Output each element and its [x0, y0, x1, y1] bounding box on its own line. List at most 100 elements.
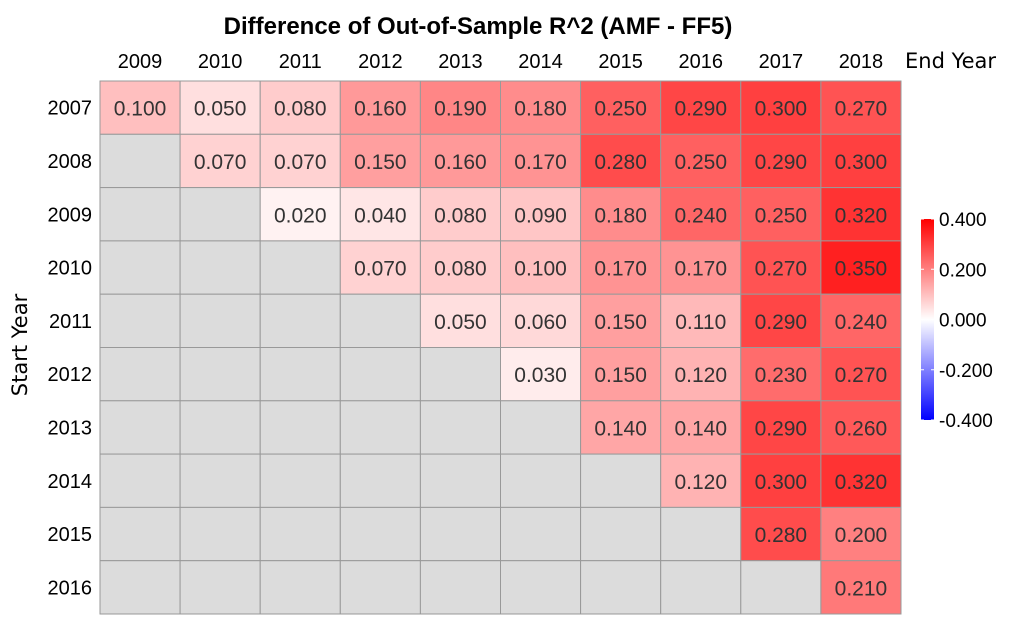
heatmap-cell	[500, 400, 582, 455]
x-axis-label: End Year	[905, 49, 996, 73]
heatmap-cell	[740, 453, 822, 508]
heatmap-cell	[259, 293, 341, 349]
cell-value-label: 0.290	[674, 98, 727, 121]
y-tick-label: 2011	[49, 311, 92, 333]
heatmap-cell	[660, 133, 742, 189]
cell-value-label: 0.100	[114, 98, 167, 121]
cell-value-label: 0.120	[674, 471, 727, 494]
heatmap-cell	[259, 560, 341, 615]
cell-value-label: 0.270	[835, 364, 888, 387]
cell-value-label: 0.290	[755, 151, 808, 174]
heatmap-cell	[580, 240, 662, 295]
x-tick-label: 2016	[679, 51, 724, 73]
heatmap-cell	[339, 400, 421, 455]
y-tick-label: 2015	[48, 524, 93, 546]
cell-value-label: 0.040	[354, 204, 407, 227]
heatmap-cell	[660, 347, 742, 402]
cell-value-label: 0.300	[835, 151, 888, 174]
cell-value-label: 0.280	[594, 151, 647, 174]
heatmap-cell	[580, 400, 662, 455]
cell-value-label: 0.090	[514, 204, 567, 227]
cell-value-label: 0.100	[514, 258, 567, 281]
cell-value-label: 0.290	[755, 311, 808, 334]
heatmap-cell	[179, 560, 261, 615]
heatmap-cell	[500, 560, 582, 615]
cell-value-label: 0.050	[434, 311, 487, 334]
heatmap-cell	[500, 453, 582, 508]
cell-value-label: 0.110	[675, 311, 726, 334]
heatmap-cell	[419, 506, 501, 562]
x-tick-label: 2010	[198, 51, 243, 73]
heatmap-cell	[419, 347, 501, 402]
x-axis-ticks: 2009 2010 2011 2012 2013 2014 2015 2016 2017 2018	[118, 51, 883, 73]
heatmap-cell	[660, 453, 742, 508]
cell-value-label: 0.250	[594, 98, 647, 121]
heatmap-cell	[339, 293, 421, 349]
heatmap-cell	[99, 80, 181, 135]
cell-value-label: 0.190	[434, 98, 487, 121]
heatmap-cell	[740, 506, 822, 562]
y-axis-ticks: 2007 2008 2009 2010 2011 2012 2013 2014 2015 2016	[48, 98, 93, 600]
cell-value-label: 0.210	[835, 577, 888, 600]
heatmap-cell	[740, 400, 822, 455]
cell-value-label: 0.180	[514, 98, 567, 121]
x-tick-label: 2017	[759, 51, 804, 73]
heatmap-cell	[419, 400, 501, 455]
y-tick-label: 2009	[48, 204, 93, 226]
y-axis-label: Start Year	[8, 293, 32, 396]
y-tick-label: 2010	[48, 258, 93, 280]
legend-tick-label: -0.200	[939, 361, 993, 382]
heatmap-cell	[419, 453, 501, 508]
x-tick-label: 2009	[118, 51, 163, 73]
heatmap-cell	[660, 80, 742, 135]
heatmap-cell	[99, 347, 181, 402]
heatmap-cell	[500, 80, 582, 135]
y-tick-label: 2008	[48, 151, 93, 173]
heatmap-cell	[740, 560, 822, 615]
chart-title: Difference of Out-of-Sample R^2 (AMF - F…	[224, 13, 733, 40]
heatmap-cell	[179, 400, 261, 455]
heatmap-cell	[500, 293, 582, 349]
heatmap-cell	[419, 240, 501, 295]
cell-value-label: 0.300	[755, 98, 808, 121]
heatmap-cell	[259, 187, 341, 242]
x-tick-label: 2014	[518, 51, 563, 73]
heatmap-cell	[179, 80, 261, 135]
heatmap-cell	[660, 506, 742, 562]
legend-tick-label: 0.400	[939, 210, 987, 231]
heatmap-cell	[820, 347, 902, 402]
cell-value-label: 0.320	[835, 471, 888, 494]
y-tick-label: 2012	[48, 364, 93, 386]
heatmap-cell	[580, 506, 662, 562]
heatmap-cell	[419, 133, 501, 189]
heatmap-cell	[580, 293, 662, 349]
y-tick-label: 2013	[48, 417, 93, 439]
cell-value-label: 0.120	[674, 364, 727, 387]
heatmap-cell	[99, 506, 181, 562]
heatmap-cell	[259, 240, 341, 295]
cell-value-label: 0.070	[194, 151, 247, 174]
cell-value-label: 0.080	[434, 204, 487, 227]
cell-value-label: 0.170	[514, 151, 567, 174]
heatmap-cell	[580, 453, 662, 508]
cell-value-label: 0.240	[835, 311, 888, 334]
x-tick-label: 2012	[358, 51, 403, 73]
cell-value-label: 0.030	[514, 364, 567, 387]
cell-value-label: 0.160	[434, 151, 487, 174]
heatmap-cell	[179, 293, 261, 349]
heatmap-cell	[339, 560, 421, 615]
x-tick-label: 2011	[279, 51, 322, 73]
cell-value-label: 0.050	[194, 98, 247, 121]
cell-value-label: 0.150	[354, 151, 407, 174]
heatmap-cell	[660, 560, 742, 615]
cell-value-label: 0.260	[835, 417, 888, 440]
heatmap-cell	[99, 133, 181, 189]
color-legend: 0.400 0.200 0.000 -0.200 -0.400	[921, 210, 993, 432]
cell-value-label: 0.180	[594, 204, 647, 227]
cell-value-label: 0.280	[755, 524, 808, 547]
heatmap-cell	[99, 240, 181, 295]
heatmap-cell	[339, 187, 421, 242]
heatmap-cell	[339, 453, 421, 508]
cell-value-label: 0.250	[755, 204, 808, 227]
